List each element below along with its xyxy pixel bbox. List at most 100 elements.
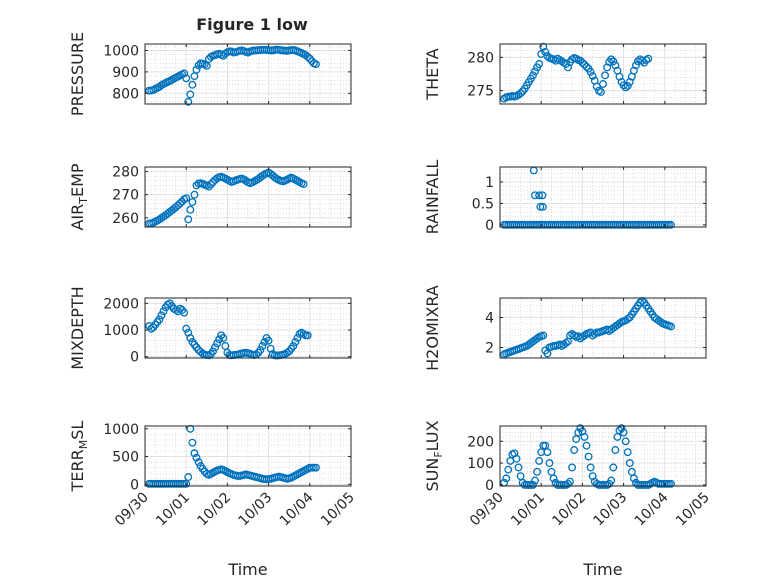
- data-point: [186, 424, 195, 433]
- data-point: [219, 334, 228, 342]
- data-point: [291, 338, 300, 346]
- y-tick-label: 2000: [103, 296, 139, 312]
- data-point: [211, 343, 219, 352]
- data-point: [215, 335, 224, 344]
- y-axis-label: TERRMSL: [68, 421, 90, 493]
- data-point: [258, 171, 267, 180]
- y-tick-label: 2: [485, 341, 494, 357]
- data-point: [182, 194, 191, 203]
- axes-box: [499, 43, 707, 105]
- data-point: [625, 459, 634, 468]
- y-tick-label: 0: [485, 218, 494, 234]
- data-point: [159, 307, 168, 316]
- data-series: [145, 424, 320, 488]
- data-point: [531, 191, 539, 200]
- data-point: [533, 467, 542, 476]
- data-point: [176, 199, 184, 208]
- data-point: [293, 334, 302, 342]
- data-point: [619, 81, 628, 90]
- data-point: [617, 424, 626, 433]
- data-point: [529, 480, 537, 489]
- data-point: [607, 476, 616, 485]
- data-point: [502, 474, 511, 483]
- data-series: [145, 168, 308, 228]
- y-tick-label: 0: [485, 478, 494, 494]
- subplot-mixdepth: 0 1000 2000 MIXDEPTH: [68, 286, 352, 370]
- data-point: [644, 54, 653, 63]
- data-point: [258, 342, 267, 350]
- data-point: [182, 74, 191, 83]
- data-point: [543, 448, 552, 457]
- data-point: [609, 57, 618, 66]
- data-point: [188, 438, 197, 447]
- data-point: [155, 315, 164, 324]
- data-series: [500, 166, 675, 229]
- subplot-pressure: 800 900 1000 PRESSURE: [68, 32, 352, 116]
- data-point: [570, 331, 579, 340]
- data-series: [500, 297, 675, 359]
- y-tick-label: 1000: [103, 323, 139, 339]
- axes-box: [144, 297, 352, 359]
- data-point: [202, 61, 211, 70]
- data-point: [204, 182, 213, 191]
- y-tick-label: 500: [112, 450, 139, 466]
- y-tick-label: 4: [485, 311, 494, 327]
- y-tick-label: 1000: [103, 43, 139, 59]
- data-point: [623, 82, 632, 90]
- data-series: [500, 42, 653, 103]
- data-point: [586, 68, 595, 76]
- data-point: [601, 71, 610, 80]
- data-point: [580, 432, 589, 441]
- y-tick-label: 200: [467, 434, 494, 450]
- data-point: [667, 479, 675, 488]
- data-point: [609, 463, 618, 472]
- data-point: [538, 191, 547, 200]
- data-point: [667, 322, 675, 331]
- data-point: [538, 202, 547, 211]
- data-point: [564, 479, 572, 488]
- data-point: [536, 202, 545, 211]
- data-point: [194, 458, 203, 467]
- data-point: [578, 58, 587, 67]
- data-point: [535, 456, 544, 465]
- data-point: [209, 347, 217, 356]
- y-axis-label: RAINFALL: [423, 160, 442, 235]
- y-tick-label: 280: [467, 50, 494, 66]
- data-point: [256, 346, 265, 354]
- data-point: [303, 331, 312, 340]
- y-tick-label: 1000: [103, 422, 139, 438]
- y-tick-label: 1: [485, 175, 494, 191]
- data-point: [619, 428, 628, 437]
- subplot-h2omixra: 2 4 H2OMIXRA: [423, 285, 707, 371]
- data-point: [582, 62, 591, 71]
- x-axis-label: Time: [227, 560, 267, 579]
- subplot-theta: 275 280 THETA: [423, 42, 707, 105]
- axes-box: [499, 425, 707, 487]
- data-point: [157, 311, 166, 320]
- data-point: [180, 308, 189, 317]
- data-series: [145, 299, 312, 360]
- data-point: [621, 437, 630, 446]
- data-point: [289, 342, 298, 350]
- data-point: [299, 180, 308, 189]
- data-point: [516, 89, 525, 98]
- data-series: [145, 45, 320, 106]
- data-point: [535, 191, 544, 200]
- data-point: [312, 463, 320, 472]
- x-axis-label: Time: [582, 560, 622, 579]
- data-point: [607, 55, 616, 64]
- data-point: [192, 65, 201, 74]
- data-point: [549, 474, 558, 483]
- data-point: [623, 315, 632, 323]
- data-point: [656, 318, 665, 326]
- data-point: [539, 331, 548, 340]
- y-tick-label: 900: [112, 65, 139, 81]
- data-point: [629, 474, 638, 483]
- data-point: [192, 453, 201, 462]
- data-point: [206, 180, 215, 189]
- data-point: [623, 448, 632, 457]
- data-point: [270, 173, 279, 182]
- y-tick-label: 0.5: [472, 196, 494, 212]
- data-point: [596, 88, 605, 96]
